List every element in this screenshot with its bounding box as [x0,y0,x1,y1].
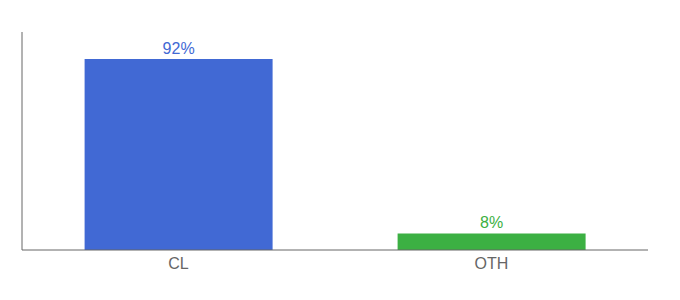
svg-text:OTH: OTH [475,255,509,272]
svg-text:8%: 8% [480,214,503,231]
svg-text:92%: 92% [163,40,195,57]
svg-text:CL: CL [168,255,189,272]
